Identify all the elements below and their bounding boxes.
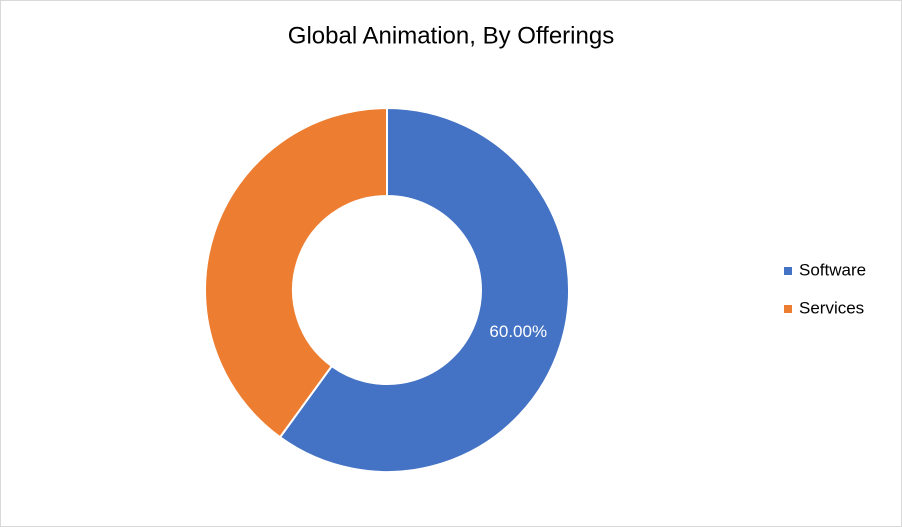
- donut-slice: [278, 106, 570, 473]
- legend-label: Software: [799, 260, 866, 279]
- legend-label: Services: [799, 298, 864, 317]
- donut-slice: [204, 106, 388, 439]
- legend-marker: [784, 267, 792, 275]
- data-label: 60.00%: [489, 322, 547, 341]
- chart-title: Global Animation, By Offerings: [288, 22, 614, 49]
- legend-marker: [784, 305, 792, 313]
